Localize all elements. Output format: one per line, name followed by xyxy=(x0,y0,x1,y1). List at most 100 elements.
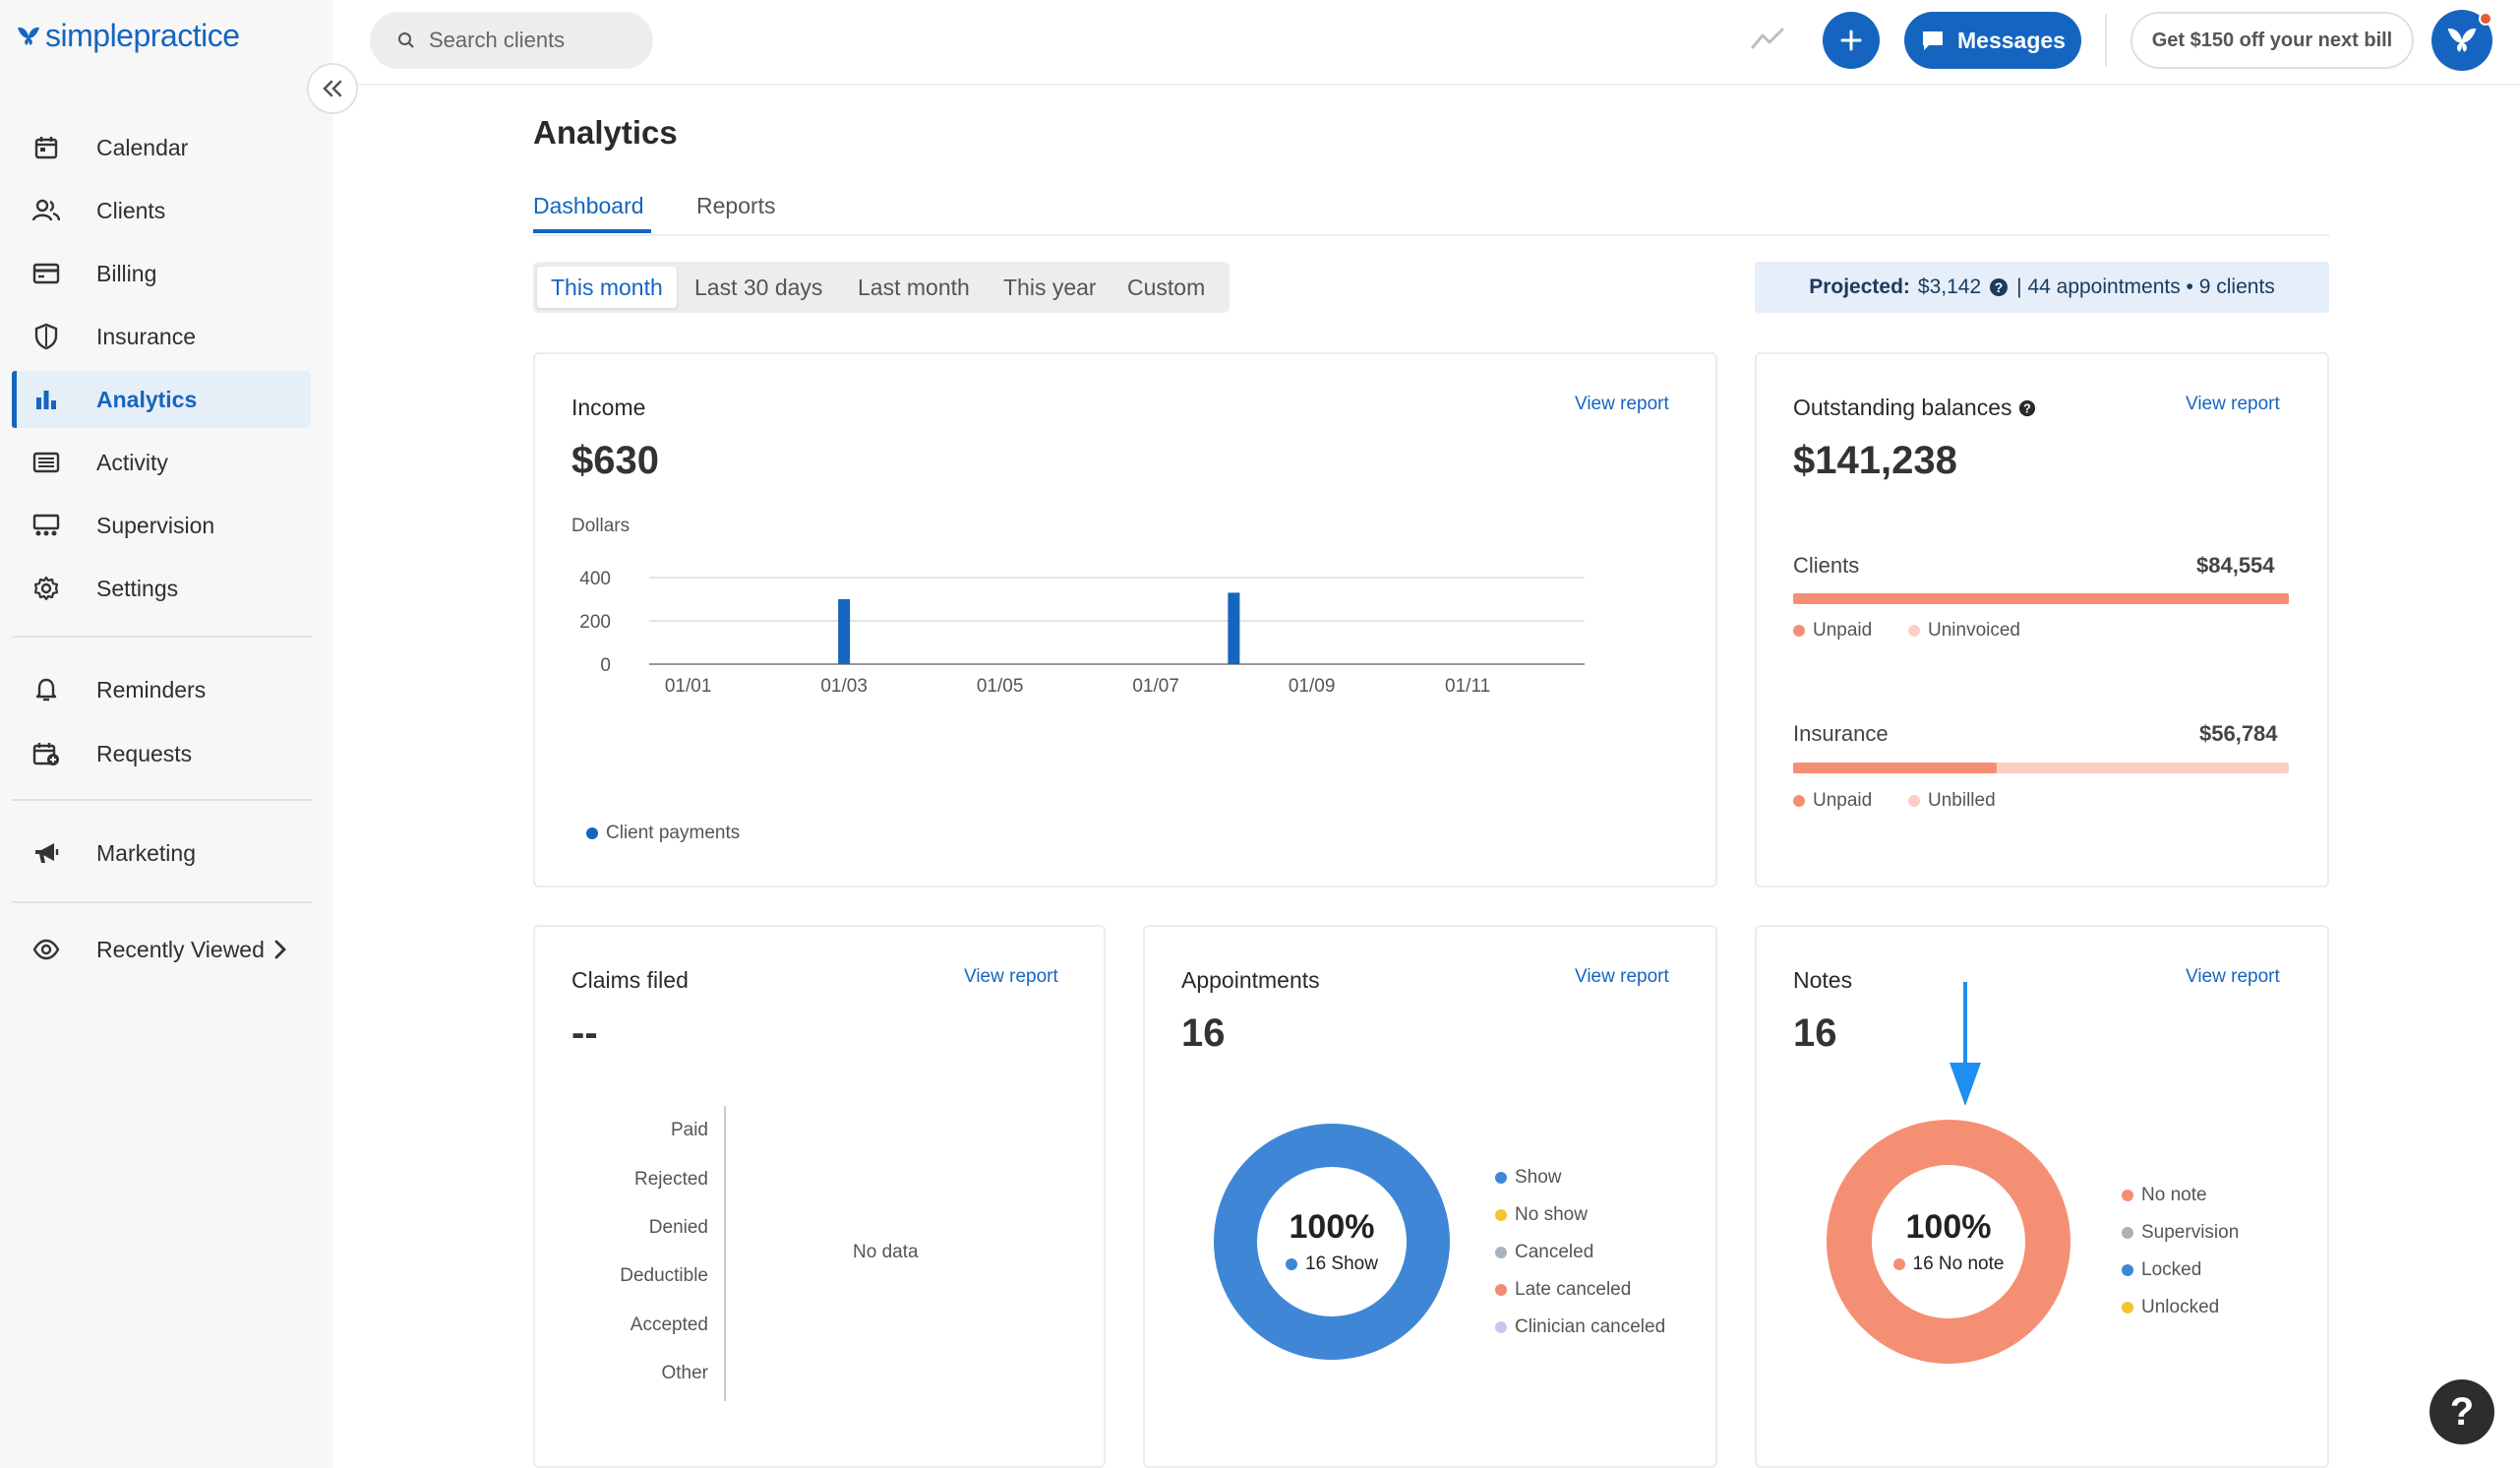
projected-label: Projected: xyxy=(1809,275,1910,298)
appointments-center-label-wrap: 16 Show xyxy=(1214,1254,1450,1275)
search-placeholder: Search clients xyxy=(429,28,566,52)
range-last-30-days[interactable]: Last 30 days xyxy=(694,274,823,300)
help-circle-icon[interactable]: ? xyxy=(2018,399,2036,417)
sidebar-item-label: Reminders xyxy=(96,676,207,703)
sidebar-item-activity[interactable]: Activity xyxy=(12,434,311,491)
simplepractice-logo[interactable]: simplepractice xyxy=(16,18,240,54)
y-tick-label: 400 xyxy=(579,571,611,589)
claims-card xyxy=(533,925,1106,1468)
search-icon xyxy=(397,31,415,49)
sidebar-item-label: Clients xyxy=(96,197,166,223)
y-tick-label: 200 xyxy=(579,612,611,633)
requests-icon xyxy=(30,737,63,770)
notes-view-report-link[interactable]: View report xyxy=(2186,966,2280,987)
x-tick-label: 01/05 xyxy=(977,676,1024,697)
chat-bubble-icon xyxy=(1923,31,1944,50)
sidebar-item-insurance[interactable]: Insurance xyxy=(12,308,311,365)
legend-item-clinician-canceled: Clinician canceled xyxy=(1495,1309,1665,1346)
claims-view-report-link[interactable]: View report xyxy=(964,966,1058,987)
tab-reports[interactable]: Reports xyxy=(696,193,776,218)
sidebar-item-label: Activity xyxy=(96,449,168,475)
appointments-legend: Show No show Canceled Late canceled Clin… xyxy=(1495,1159,1665,1346)
legend-item-late-canceled: Late canceled xyxy=(1495,1271,1665,1309)
notes-value: 16 xyxy=(1793,1011,1837,1055)
range-this-month[interactable]: This month xyxy=(537,267,677,308)
billing-icon xyxy=(30,257,63,290)
outstanding-view-report-link[interactable]: View report xyxy=(2186,394,2280,414)
topbar-border xyxy=(332,84,2520,86)
bell-icon xyxy=(30,673,63,706)
claims-title: Claims filed xyxy=(571,967,689,993)
add-button[interactable] xyxy=(1823,12,1880,69)
legend-item-canceled: Canceled xyxy=(1495,1234,1665,1271)
sidebar-item-settings[interactable]: Settings xyxy=(12,560,311,617)
clients-unpaid-fill xyxy=(1793,593,2289,604)
clients-icon xyxy=(30,194,63,227)
legend-label: Locked xyxy=(2141,1259,2202,1280)
sidebar-item-supervision[interactable]: Supervision xyxy=(12,497,311,554)
y-tick-label: 0 xyxy=(600,655,611,676)
messages-button[interactable]: Messages xyxy=(1904,12,2081,69)
sidebar-item-requests[interactable]: Requests xyxy=(12,725,311,782)
legend-dot-icon xyxy=(586,827,598,839)
legend-item-locked: Locked xyxy=(2122,1252,2239,1289)
outstanding-amount: $141,238 xyxy=(1793,439,1957,482)
claims-category-other: Other xyxy=(661,1363,708,1383)
legend-label: Unbilled xyxy=(1928,790,1996,811)
sidebar-item-recently-viewed[interactable]: Recently Viewed xyxy=(12,921,311,978)
appointments-view-report-link[interactable]: View report xyxy=(1575,966,1669,987)
help-button[interactable]: ? xyxy=(2430,1379,2494,1444)
analytics-icon xyxy=(30,383,63,416)
sidebar-item-marketing[interactable]: Marketing xyxy=(12,825,311,882)
appointments-donut-slice-show xyxy=(1214,1124,1450,1360)
promo-button[interactable]: Get $150 off your next bill xyxy=(2130,12,2414,69)
sidebar-item-label: Calendar xyxy=(96,134,189,160)
chevron-right-icon xyxy=(273,939,287,960)
projected-details: | 44 appointments • 9 clients xyxy=(2016,275,2275,298)
insurance-balance-bar xyxy=(1793,763,2289,773)
sidebar-item-clients[interactable]: Clients xyxy=(12,182,311,239)
sidebar-item-calendar[interactable]: Calendar xyxy=(12,119,311,176)
notification-dot xyxy=(2479,12,2492,26)
clients-balance-label: Clients xyxy=(1793,553,1860,578)
claims-category-denied: Denied xyxy=(648,1217,708,1238)
calendar-icon xyxy=(30,131,63,164)
sidebar-item-billing[interactable]: Billing xyxy=(12,245,311,302)
claims-category-paid: Paid xyxy=(670,1120,708,1140)
sidebar-item-analytics[interactable]: Analytics xyxy=(12,371,311,428)
trend-icon[interactable] xyxy=(1751,22,1784,55)
income-unit-label: Dollars xyxy=(571,516,630,536)
sidebar-item-reminders[interactable]: Reminders xyxy=(12,661,311,718)
legend-item-no-show: No show xyxy=(1495,1196,1665,1234)
legend-dot-icon xyxy=(1793,795,1805,807)
range-last-month[interactable]: Last month xyxy=(858,274,970,300)
legend-label: No note xyxy=(2141,1185,2207,1205)
legend-dot-icon xyxy=(2122,1190,2133,1201)
help-circle-icon[interactable]: ? xyxy=(1989,277,2009,297)
income-view-report-link[interactable]: View report xyxy=(1575,394,1669,414)
tab-dashboard[interactable]: Dashboard xyxy=(533,193,644,218)
outstanding-title: Outstanding balances xyxy=(1793,395,2012,420)
sidebar-divider xyxy=(12,799,313,801)
sidebar-item-label: Settings xyxy=(96,575,179,601)
annotation-arrow-icon xyxy=(1950,982,1981,1106)
sidebar-item-label: Marketing xyxy=(96,839,196,866)
income-legend-client-payments: Client payments xyxy=(586,823,740,844)
supervision-icon xyxy=(30,509,63,542)
range-custom[interactable]: Custom xyxy=(1127,274,1206,300)
shield-icon xyxy=(30,320,63,353)
appointments-title: Appointments xyxy=(1181,967,1320,993)
legend-label: Show xyxy=(1515,1167,1562,1188)
legend-label: Uninvoiced xyxy=(1928,620,2020,641)
plus-icon xyxy=(1840,30,1862,51)
range-this-year[interactable]: This year xyxy=(1003,274,1097,300)
legend-dot-icon xyxy=(2122,1302,2133,1314)
collapse-sidebar-button[interactable] xyxy=(307,63,358,114)
chevrons-left-icon xyxy=(323,80,342,97)
income-title: Income xyxy=(571,395,646,420)
legend-dot-icon xyxy=(1908,795,1920,807)
search-input[interactable]: Search clients xyxy=(370,12,653,69)
megaphone-icon xyxy=(30,836,63,870)
legend-dot-icon xyxy=(1286,1258,1298,1270)
legend-label: Canceled xyxy=(1515,1242,1594,1262)
